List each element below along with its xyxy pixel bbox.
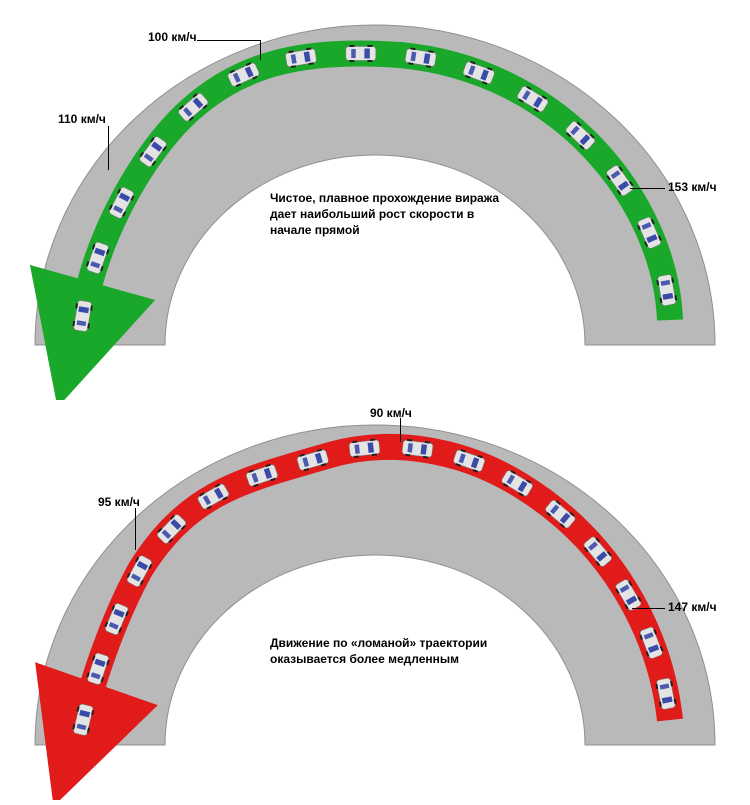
bottom-entry-speed-label: 95 км/ч [98,495,140,509]
top-description: Чистое, плавное прохождение виража дает … [270,190,510,239]
bottom-entry-leader [135,508,136,550]
smooth-trajectory-diagram: 110 км/ч 100 км/ч 153 км/ч Чистое, плавн… [0,0,750,405]
top-exit-speed-label: 153 км/ч [668,180,717,194]
bottom-exit-speed-label: 147 км/ч [668,600,717,614]
bottom-description: Движение по «ломаной» траектории оказыва… [270,635,510,667]
broken-trajectory-diagram: 95 км/ч 90 км/ч 147 км/ч Движение по «ло… [0,400,750,805]
broken-trajectory-svg [0,400,750,800]
top-entry-leader [108,126,109,170]
top-apex-leader-h [197,40,260,41]
top-entry-speed-label: 110 км/ч [58,112,106,126]
top-exit-leader [630,188,665,189]
bottom-apex-leader [400,418,401,442]
top-apex-speed-label: 100 км/ч [148,30,197,44]
bottom-exit-leader [632,608,665,609]
bottom-apex-speed-label: 90 км/ч [370,406,412,420]
top-apex-leader-v [260,40,261,60]
